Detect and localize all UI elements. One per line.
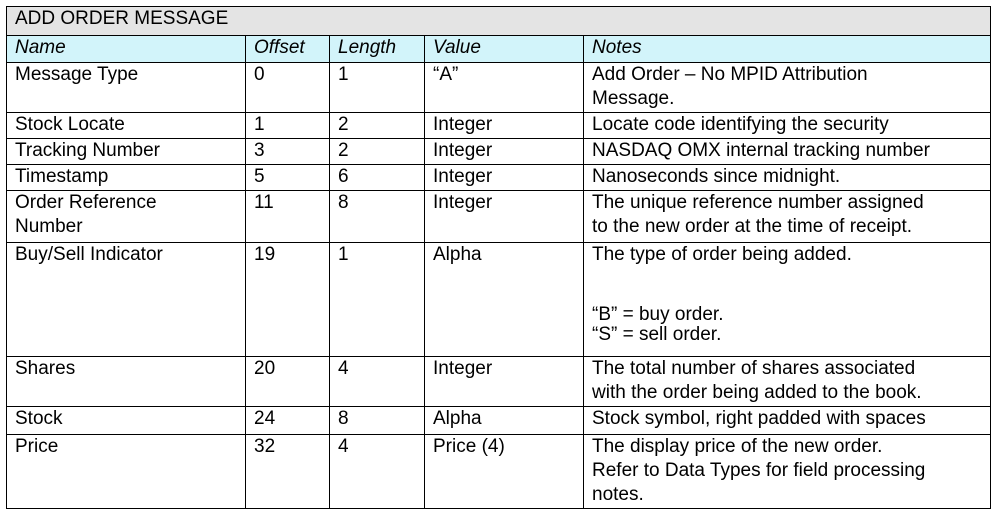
table-row: Price 32 4 Price (4) The display price o…: [6, 434, 991, 509]
column-header-length: Length: [329, 35, 425, 63]
header-row: Name Offset Length Value Notes: [6, 35, 991, 63]
table-row: Shares 20 4 Integer The total number of …: [6, 356, 991, 407]
cell-value: Integer: [424, 356, 584, 407]
cell-name: Stock: [6, 406, 246, 435]
table-row: Message Type 0 1 “A” Add Order – No MPID…: [6, 62, 991, 113]
table-row: Stock 24 8 Alpha Stock symbol, right pad…: [6, 406, 991, 435]
cell-name: Price: [6, 434, 246, 509]
cell-value: Alpha: [424, 406, 584, 435]
cell-value: Integer: [424, 112, 584, 139]
cell-notes: The display price of the new order. Refe…: [583, 434, 991, 509]
cell-length: 1: [329, 62, 425, 113]
cell-offset: 1: [245, 112, 330, 139]
add-order-message-table: ADD ORDER MESSAGE Name Offset Length Val…: [6, 6, 991, 509]
cell-offset: 5: [245, 164, 330, 191]
cell-offset: 11: [245, 190, 330, 243]
table-title: ADD ORDER MESSAGE: [6, 6, 991, 36]
cell-name: Stock Locate: [6, 112, 246, 139]
cell-length: 6: [329, 164, 425, 191]
cell-name: Timestamp: [6, 164, 246, 191]
cell-name: Message Type: [6, 62, 246, 113]
cell-notes: The type of order being added. “B” = buy…: [583, 242, 991, 357]
cell-length: 2: [329, 112, 425, 139]
cell-length: 8: [329, 190, 425, 243]
cell-value: Price (4): [424, 434, 584, 509]
cell-value: Integer: [424, 164, 584, 191]
cell-notes: The unique reference number assigned to …: [583, 190, 991, 243]
table-row: Stock Locate 1 2 Integer Locate code ide…: [6, 112, 991, 139]
cell-length: 2: [329, 138, 425, 165]
cell-name: Shares: [6, 356, 246, 407]
table-row: Tracking Number 3 2 Integer NASDAQ OMX i…: [6, 138, 991, 165]
cell-length: 8: [329, 406, 425, 435]
table-row: Order Reference Number 11 8 Integer The …: [6, 190, 991, 243]
cell-notes: NASDAQ OMX internal tracking number: [583, 138, 991, 165]
cell-value: Integer: [424, 190, 584, 243]
cell-notes: Nanoseconds since midnight.: [583, 164, 991, 191]
cell-notes: The total number of shares associated wi…: [583, 356, 991, 407]
cell-offset: 3: [245, 138, 330, 165]
table-title-row: ADD ORDER MESSAGE: [6, 6, 991, 36]
cell-offset: 20: [245, 356, 330, 407]
cell-offset: 0: [245, 62, 330, 113]
cell-offset: 19: [245, 242, 330, 357]
cell-value: Alpha: [424, 242, 584, 357]
cell-name: Buy/Sell Indicator: [6, 242, 246, 357]
table-row: Timestamp 5 6 Integer Nanoseconds since …: [6, 164, 991, 191]
cell-name: Order Reference Number: [6, 190, 246, 243]
column-header-offset: Offset: [245, 35, 330, 63]
cell-value: Integer: [424, 138, 584, 165]
cell-notes: Stock symbol, right padded with spaces: [583, 406, 991, 435]
cell-offset: 24: [245, 406, 330, 435]
cell-length: 1: [329, 242, 425, 357]
cell-length: 4: [329, 434, 425, 509]
cell-notes: Locate code identifying the security: [583, 112, 991, 139]
cell-value: “A”: [424, 62, 584, 113]
cell-length: 4: [329, 356, 425, 407]
column-header-value: Value: [424, 35, 584, 63]
cell-name: Tracking Number: [6, 138, 246, 165]
column-header-name: Name: [6, 35, 246, 63]
table-row: Buy/Sell Indicator 19 1 Alpha The type o…: [6, 242, 991, 357]
cell-offset: 32: [245, 434, 330, 509]
cell-notes: Add Order – No MPID Attribution Message.: [583, 62, 991, 113]
column-header-notes: Notes: [583, 35, 991, 63]
